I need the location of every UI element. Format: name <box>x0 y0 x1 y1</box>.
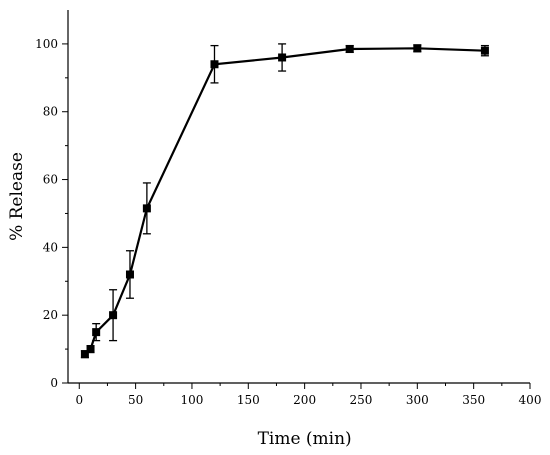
data-point <box>480 46 489 55</box>
x-tick-label: 0 <box>75 393 83 407</box>
x-tick-label: 50 <box>128 393 143 407</box>
y-axis-ticks: 0 20 40 60 80 100 <box>35 37 68 390</box>
y-tick-label: 60 <box>43 173 58 187</box>
x-tick-label: 350 <box>462 393 485 407</box>
data-point <box>142 204 151 213</box>
x-tick-label: 400 <box>519 393 542 407</box>
x-tick-label: 100 <box>180 393 203 407</box>
data-point <box>278 53 287 62</box>
data-point <box>92 328 101 337</box>
data-point <box>413 44 422 53</box>
data-point <box>109 311 118 320</box>
x-tick-label: 250 <box>350 393 373 407</box>
data-point <box>80 350 89 359</box>
y-axis-title: % Release <box>7 152 27 241</box>
x-axis-ticks: 0 50 100 150 200 250 300 350 400 <box>75 383 541 407</box>
y-tick-label: 0 <box>50 376 58 390</box>
y-tick-label: 40 <box>43 240 58 254</box>
y-tick-label: 20 <box>43 308 58 322</box>
axes <box>67 10 530 384</box>
x-axis-title: Time (min) <box>258 429 352 449</box>
x-tick-label: 150 <box>237 393 260 407</box>
data-point <box>86 345 95 354</box>
x-tick-label: 200 <box>293 393 316 407</box>
data-point <box>210 60 219 69</box>
y-tick-label: 100 <box>35 37 58 51</box>
x-tick-label: 300 <box>406 393 429 407</box>
series-line <box>84 47 485 356</box>
data-point <box>345 44 354 53</box>
y-tick-label: 80 <box>43 105 58 119</box>
data-point <box>125 270 134 279</box>
series-layer <box>80 43 489 359</box>
